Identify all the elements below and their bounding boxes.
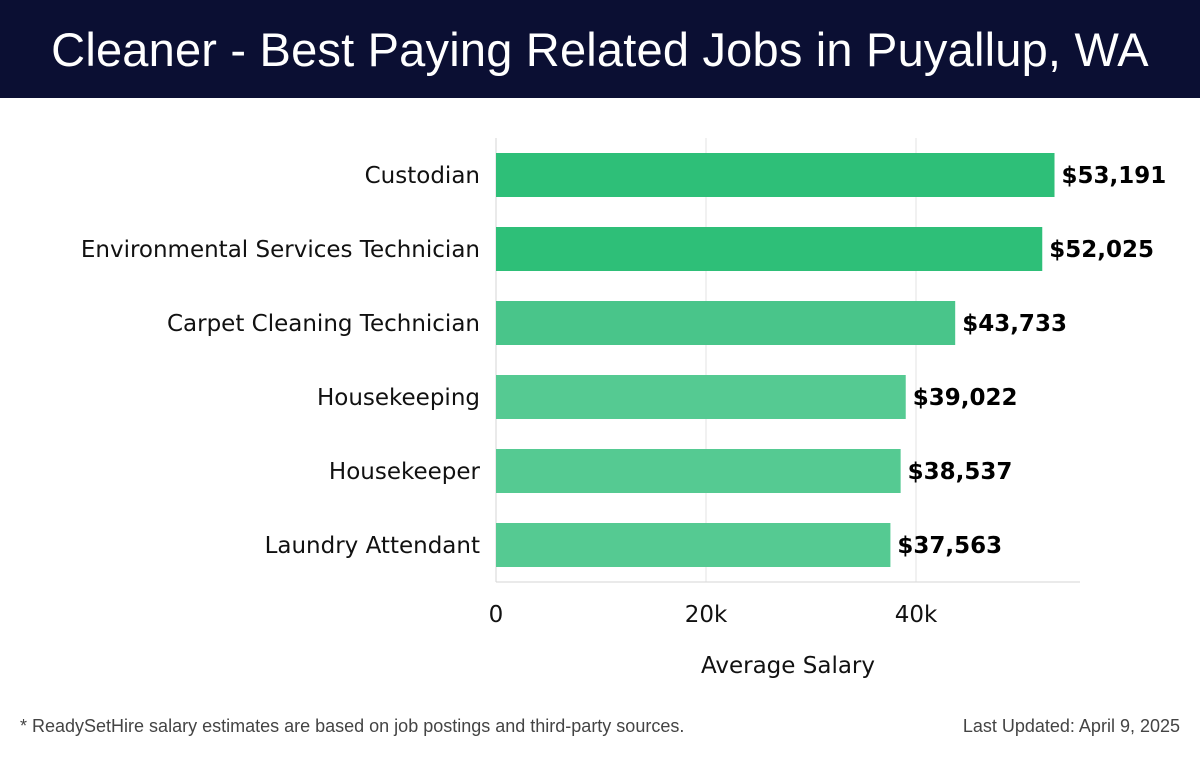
x-tick-label-0: 0: [489, 602, 504, 628]
category-label-4: Housekeeper: [329, 459, 481, 485]
value-label-5: $37,563: [897, 533, 1002, 559]
salary-bar-chart: Custodian $53,191 Environmental Services T…: [81, 138, 1167, 679]
category-label-2: Carpet Cleaning Technician: [167, 311, 480, 337]
bar-1: [496, 227, 1043, 271]
last-updated: Last Updated: April 9, 2025: [962, 716, 1180, 736]
bar-3: [496, 375, 906, 419]
x-tick-label-2: 40k: [895, 602, 938, 628]
category-label-0: Custodian: [365, 163, 480, 189]
value-label-2: $43,733: [962, 311, 1067, 337]
value-label-3: $39,022: [913, 385, 1018, 411]
category-label-5: Laundry Attendant: [265, 533, 480, 559]
chart-title: Cleaner - Best Paying Related Jobs in Pu…: [51, 22, 1149, 76]
value-label-4: $38,537: [908, 459, 1013, 485]
bar-4: [496, 449, 901, 493]
x-axis-title: Average Salary: [701, 653, 875, 679]
value-label-0: $53,191: [1062, 163, 1167, 189]
category-label-3: Housekeeping: [317, 385, 480, 411]
footnote: * ReadySetHire salary estimates are base…: [20, 716, 685, 736]
chart-header: Cleaner - Best Paying Related Jobs in Pu…: [0, 0, 1200, 98]
bar-0: [496, 153, 1055, 197]
x-tick-label-1: 20k: [685, 602, 728, 628]
value-label-1: $52,025: [1049, 237, 1154, 263]
category-label-1: Environmental Services Technician: [81, 237, 480, 263]
bar-5: [496, 523, 891, 567]
bar-2: [496, 301, 956, 345]
